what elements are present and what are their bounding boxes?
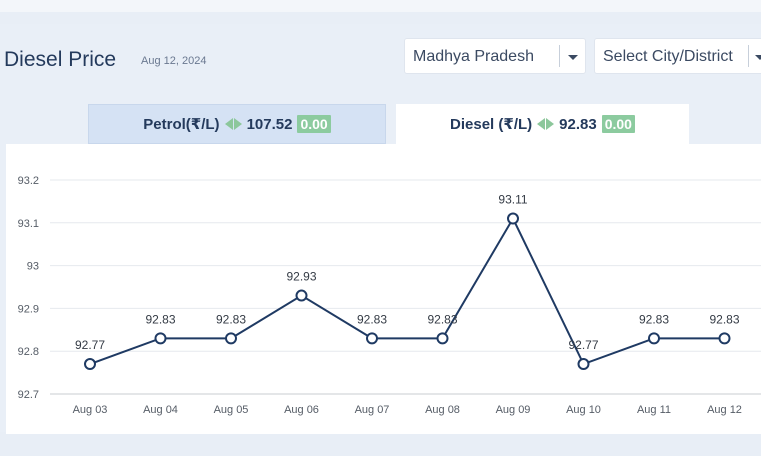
data-label: 92.93	[286, 270, 316, 284]
tab-petrol-price: 107.52	[246, 115, 293, 133]
x-tick-label: Aug 05	[214, 404, 249, 416]
city-select[interactable]: Select City/District	[594, 38, 761, 74]
data-label: 92.83	[145, 312, 175, 326]
y-tick-label: 92.7	[18, 389, 39, 401]
top-bar	[0, 0, 761, 12]
x-tick-label: Aug 08	[425, 404, 460, 416]
page-title: Diesel Price	[4, 48, 117, 71]
x-tick-label: Aug 06	[284, 404, 319, 416]
state-select[interactable]: Madhya Pradesh	[404, 38, 586, 74]
price-change-arrows-icon	[224, 118, 242, 130]
city-select-divider	[748, 45, 749, 67]
tab-diesel-label: Diesel (₹/L)	[450, 116, 533, 133]
data-point	[225, 332, 237, 345]
tab-diesel-price: 92.83	[559, 115, 597, 133]
price-change-arrows-icon	[537, 118, 555, 130]
data-label: 92.83	[709, 312, 739, 326]
data-point	[154, 332, 167, 345]
price-chart-card: 92.7 92.8 92.9 93 93.1 93.2 Aug 03 Aug 04 Aug 05…	[6, 144, 761, 434]
state-select-divider	[559, 45, 560, 67]
x-tick-label: Aug 10	[566, 404, 601, 416]
x-tick-label: Aug 03	[73, 404, 108, 416]
state-select-value: Madhya Pradesh	[413, 48, 534, 65]
x-tick-label: Aug 04	[143, 404, 178, 416]
y-tick-label: 93	[27, 261, 39, 273]
tab-petrol-change-badge: 0.00	[297, 115, 331, 133]
data-point	[648, 332, 660, 345]
y-tick-label: 93.2	[18, 175, 39, 187]
data-point	[366, 332, 378, 345]
tab-diesel-change-badge: 0.00	[601, 115, 635, 133]
y-tick-label: 93.1	[18, 218, 39, 230]
data-point	[577, 358, 590, 371]
city-select-value: Select City/District	[603, 48, 733, 65]
data-label: 92.77	[75, 338, 105, 352]
chevron-down-icon	[568, 55, 578, 60]
data-label: 92.77	[568, 338, 598, 352]
tab-petrol-label: Petrol(₹/L)	[143, 116, 220, 133]
y-tick-label: 92.9	[18, 303, 39, 315]
data-point	[295, 289, 308, 302]
data-label: 92.83	[427, 312, 457, 326]
data-point	[718, 332, 731, 345]
data-label: 92.83	[216, 312, 246, 326]
series-line	[89, 216, 725, 366]
data-label: 92.83	[639, 312, 669, 326]
data-label: 92.83	[357, 312, 387, 326]
x-tick-label: Aug 07	[355, 404, 390, 416]
x-tick-label: Aug 11	[637, 404, 671, 416]
data-point	[507, 212, 519, 225]
price-date: Aug 12, 2024	[141, 55, 207, 67]
chevron-down-icon	[755, 55, 761, 60]
y-tick-label: 92.8	[18, 346, 39, 358]
data-label: 93.11	[498, 193, 527, 207]
data-point	[436, 332, 449, 345]
price-line-chart: 92.7 92.8 92.9 93 93.1 93.2 Aug 03 Aug 04 Aug 05…	[18, 175, 761, 416]
tab-petrol[interactable]: Petrol(₹/L) 107.52 0.00	[88, 104, 386, 144]
x-tick-label: Aug 09	[496, 404, 531, 416]
data-point	[84, 358, 96, 371]
tab-diesel[interactable]: Diesel (₹/L) 92.83 0.00	[396, 104, 689, 144]
x-tick-label: Aug 12	[707, 404, 742, 416]
